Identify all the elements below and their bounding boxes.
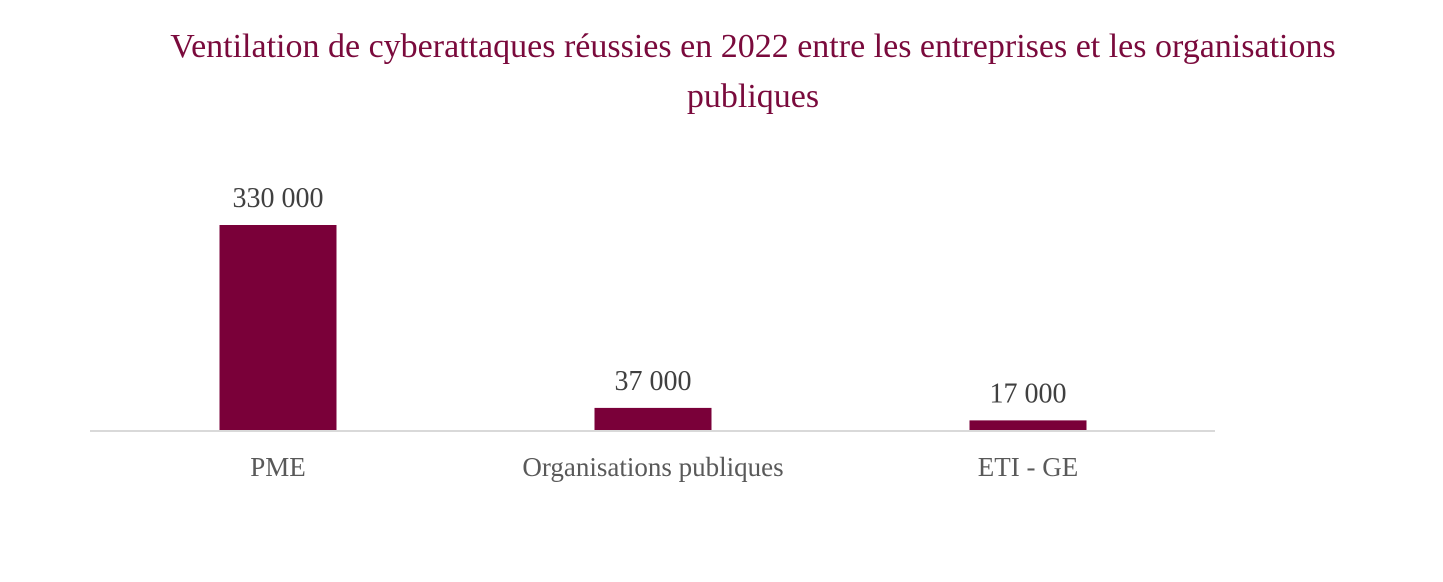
- category-label: Organisations publiques: [522, 452, 783, 482]
- chart-title: Ventilation de cyberattaques réussies en…: [170, 28, 1336, 115]
- category-labels-group: PME Organisations publiques ETI - GE: [250, 452, 1078, 482]
- bar-pme: [219, 225, 337, 431]
- data-label: 330 000: [233, 183, 324, 214]
- bar-eti-ge: [969, 420, 1087, 431]
- category-label: PME: [250, 452, 306, 482]
- category-label: ETI - GE: [978, 452, 1078, 482]
- bar-organisations-publiques: [594, 407, 712, 431]
- data-labels-group: 330 000 37 000 17 000: [233, 183, 1067, 409]
- data-label: 37 000: [615, 366, 692, 397]
- bars-group: [219, 225, 1087, 431]
- data-label: 17 000: [990, 378, 1067, 409]
